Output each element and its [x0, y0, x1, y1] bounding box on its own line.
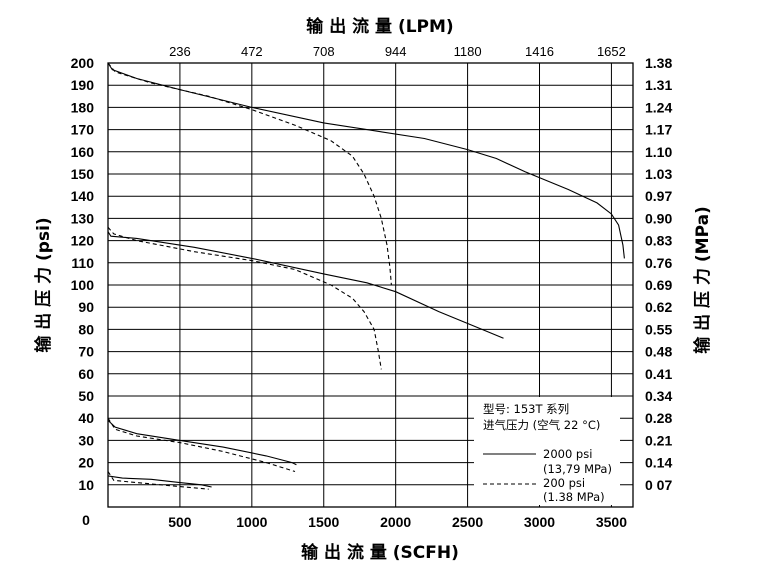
tick-labels: 1020304050607080901001101201301401501601… [71, 44, 673, 530]
legend: 型号: 153T 系列 进气压力 (空气 22 °C) 2000 psi (13… [474, 397, 620, 505]
top-tick-1: 472 [241, 44, 263, 59]
legend-dashed-sublabel: (1.38 MPa) [543, 490, 605, 504]
series-dashed-1 [107, 62, 392, 286]
legend-background [474, 397, 620, 505]
left-tick-2: 30 [78, 432, 94, 448]
left-axis-title: 输 出 压 力 (psi) [33, 217, 54, 352]
bottom-tick-3: 2000 [380, 514, 411, 530]
left-tick-17: 180 [71, 99, 95, 115]
bottom-tick-origin: 0 [82, 512, 90, 528]
left-tick-4: 50 [78, 388, 94, 404]
left-tick-7: 80 [78, 321, 94, 337]
right-tick-6: 0.48 [645, 344, 672, 360]
right-tick-5: 0.41 [645, 366, 672, 382]
series-dashed-5 [107, 417, 296, 473]
right-tick-3: 0.28 [645, 410, 672, 426]
series-dashed-7 [107, 471, 209, 490]
top-tick-4: 1180 [454, 44, 482, 59]
top-tick-2: 708 [313, 44, 335, 59]
legend-solid-sublabel: (13,79 MPa) [543, 462, 612, 476]
left-tick-14: 150 [71, 166, 95, 182]
left-tick-0: 10 [78, 477, 94, 493]
bottom-tick-1: 1000 [236, 514, 267, 530]
left-tick-1: 20 [78, 455, 94, 471]
grid-lines [108, 62, 633, 507]
series-dashed-3 [107, 226, 382, 370]
left-tick-3: 40 [78, 410, 94, 426]
plot-frame [107, 62, 634, 508]
right-tick-18: 1.31 [645, 77, 672, 93]
right-tick-10: 0.76 [645, 255, 672, 271]
right-tick-7: 0.55 [645, 321, 672, 337]
right-tick-4: 0.34 [645, 388, 672, 404]
top-tick-6: 1652 [597, 44, 626, 59]
right-axis-title: 输 出 压 力 (MPa) [692, 206, 713, 354]
right-tick-8: 0.62 [645, 299, 672, 315]
top-axis-title: 输 出 流 量 (LPM) [306, 16, 453, 37]
left-tick-19: 200 [71, 55, 95, 71]
top-tick-0: 236 [169, 44, 191, 59]
series-solid-4 [107, 419, 297, 466]
right-tick-19: 1.38 [645, 55, 672, 71]
right-tick-2: 0.21 [645, 432, 672, 448]
right-tick-16: 1.17 [645, 122, 672, 138]
left-tick-6: 70 [78, 344, 94, 360]
bottom-axis-title: 输 出 流 量 (SCFH) [301, 542, 459, 563]
left-tick-12: 130 [71, 210, 95, 226]
right-tick-9: 0.69 [645, 277, 672, 293]
right-tick-0: 0 07 [645, 477, 672, 493]
right-tick-14: 1.03 [645, 166, 672, 182]
bottom-tick-4: 2500 [452, 514, 483, 530]
series-solid-6 [107, 475, 212, 488]
series-solid-0 [107, 62, 625, 259]
left-tick-5: 60 [78, 366, 94, 382]
left-tick-15: 160 [71, 144, 95, 160]
right-tick-12: 0.90 [645, 210, 672, 226]
right-tick-15: 1.10 [645, 144, 672, 160]
flow-curves [107, 62, 625, 490]
bottom-tick-2: 1500 [308, 514, 339, 530]
right-tick-1: 0.14 [645, 455, 672, 471]
legend-dashed-label: 200 psi [543, 476, 585, 490]
left-tick-9: 100 [71, 277, 95, 293]
left-tick-16: 170 [71, 122, 95, 138]
right-tick-13: 0.97 [645, 188, 672, 204]
right-tick-17: 1.24 [645, 99, 672, 115]
bottom-tick-0: 500 [168, 514, 192, 530]
left-tick-11: 120 [71, 233, 95, 249]
right-tick-11: 0.83 [645, 233, 672, 249]
top-tick-5: 1416 [525, 44, 554, 59]
left-tick-13: 140 [71, 188, 95, 204]
left-tick-10: 110 [71, 255, 94, 271]
left-tick-8: 90 [78, 299, 94, 315]
legend-solid-label: 2000 psi [543, 447, 592, 461]
left-tick-18: 190 [71, 77, 95, 93]
top-tick-3: 944 [385, 44, 407, 59]
bottom-tick-6: 3500 [596, 514, 627, 530]
legend-model: 型号: 153T 系列 [483, 402, 569, 416]
bottom-tick-5: 3000 [524, 514, 555, 530]
legend-inlet-pressure: 进气压力 (空气 22 °C) [483, 418, 600, 432]
